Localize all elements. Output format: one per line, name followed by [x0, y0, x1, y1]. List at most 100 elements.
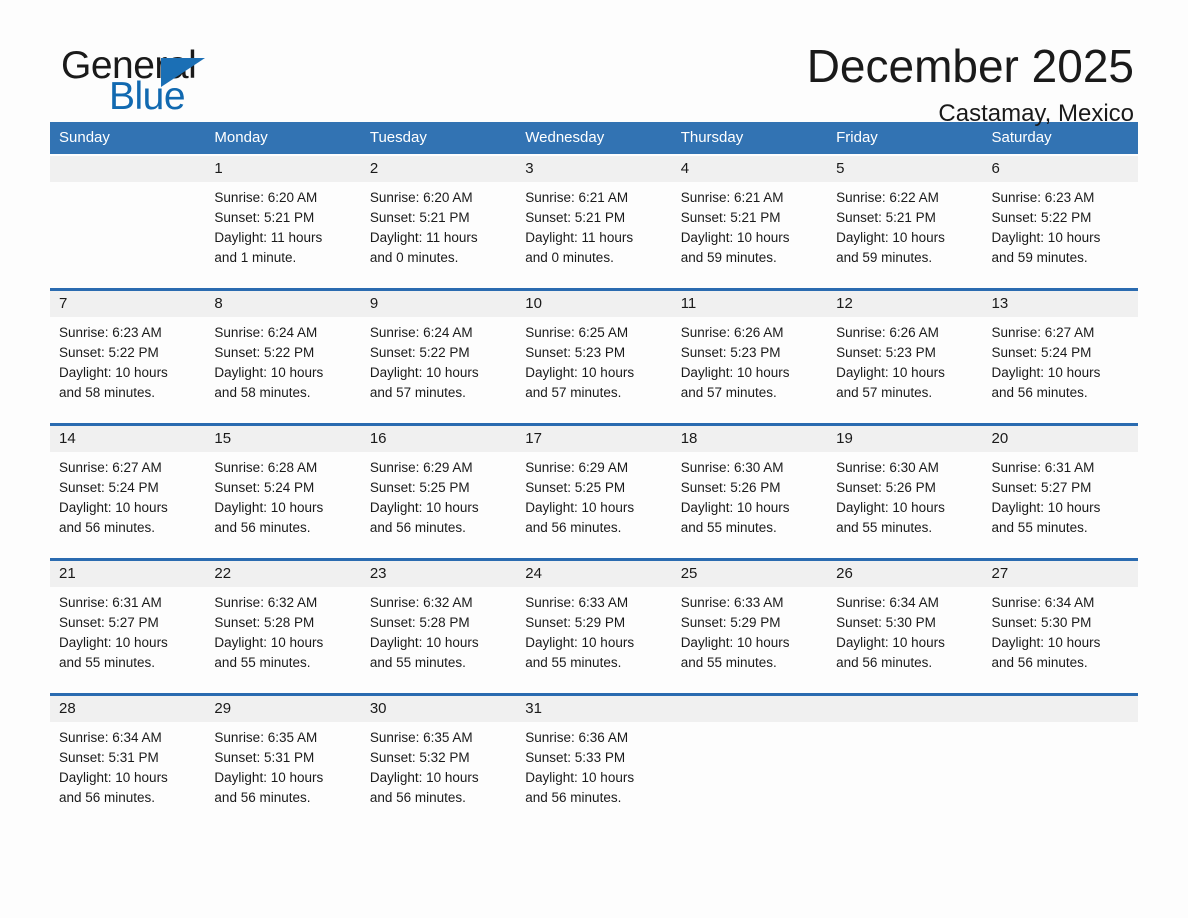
sunrise-text: Sunrise: 6:22 AM [836, 190, 939, 205]
date-band: 16 [360, 426, 517, 452]
sunset-text: Sunset: 5:21 PM [525, 210, 626, 225]
calendar-day-cell[interactable]: 20 Sunrise: 6:31 AM Sunset: 5:27 PM Dayligh… [982, 426, 1138, 548]
sunset-text: Sunset: 5:23 PM [680, 345, 781, 360]
calendar-day-cell[interactable]: 25 Sunrise: 6:33 AM Sunset: 5:29 PM Dayligh… [671, 561, 828, 683]
page-header: General Blue December 2025 Castamay, Mex… [50, 0, 1138, 127]
date-number: 25 [680, 565, 698, 582]
date-band [50, 156, 206, 182]
daylight-text-line1: Daylight: 10 hours [214, 365, 324, 380]
calendar-day-cell[interactable]: 17 Sunrise: 6:29 AM Sunset: 5:25 PM Dayligh… [516, 426, 672, 548]
daylight-text-line1: Daylight: 10 hours [525, 500, 635, 515]
daylight-text-line2: and 56 minutes. [991, 385, 1088, 400]
calendar-day-cell[interactable]: 28 Sunrise: 6:34 AM Sunset: 5:31 PM Dayligh… [50, 696, 206, 818]
daylight-text-line2: and 57 minutes. [836, 385, 933, 400]
weekday-header-friday: Friday [836, 129, 878, 146]
calendar-day-cell[interactable]: 30 Sunrise: 6:35 AM Sunset: 5:32 PM Dayligh… [360, 696, 517, 818]
date-number: 24 [525, 565, 542, 582]
sunset-text: Sunset: 5:28 PM [214, 615, 315, 630]
calendar-week-row: 7 Sunrise: 6:23 AM Sunset: 5:22 PM Daylight… [50, 288, 1138, 413]
sunset-text: Sunset: 5:31 PM [214, 750, 315, 765]
daylight-text-line1: Daylight: 10 hours [59, 500, 168, 515]
sunset-text: Sunset: 5:23 PM [525, 345, 626, 360]
calendar-day-cell[interactable]: 9 Sunrise: 6:24 AM Sunset: 5:22 PM Daylight… [360, 291, 517, 413]
date-band: 27 [982, 561, 1138, 587]
day-info: Sunrise: 6:34 AM Sunset: 5:31 PM Daylight:… [50, 722, 205, 808]
daylight-text-line2: and 55 minutes. [991, 520, 1088, 535]
day-info: Sunrise: 6:20 AM Sunset: 5:21 PM Daylight:… [205, 182, 360, 268]
calendar-day-cell[interactable]: 19 Sunrise: 6:30 AM Sunset: 5:26 PM Dayligh… [827, 426, 983, 548]
calendar-day-cell[interactable]: 16 Sunrise: 6:29 AM Sunset: 5:25 PM Dayligh… [360, 426, 517, 548]
daylight-text-line2: and 57 minutes. [525, 385, 622, 400]
calendar-day-cell[interactable]: 14 Sunrise: 6:27 AM Sunset: 5:24 PM Dayligh… [50, 426, 206, 548]
calendar-day-cell[interactable]: 23 Sunrise: 6:32 AM Sunset: 5:28 PM Dayligh… [360, 561, 517, 683]
daylight-text-line1: Daylight: 10 hours [214, 770, 324, 785]
calendar-day-cell[interactable]: 29 Sunrise: 6:35 AM Sunset: 5:31 PM Dayligh… [205, 696, 361, 818]
sunset-text: Sunset: 5:22 PM [369, 345, 470, 360]
calendar-day-cell[interactable]: 8 Sunrise: 6:24 AM Sunset: 5:22 PM Daylight… [205, 291, 361, 413]
calendar-day-cell[interactable]: 11 Sunrise: 6:26 AM Sunset: 5:23 PM Dayligh… [671, 291, 828, 413]
calendar-day-cell[interactable]: 13 Sunrise: 6:27 AM Sunset: 5:24 PM Dayligh… [982, 291, 1138, 413]
date-band: 2 [360, 156, 517, 182]
calendar-day-cell[interactable]: 24 Sunrise: 6:33 AM Sunset: 5:29 PM Dayligh… [516, 561, 672, 683]
sunset-text: Sunset: 5:33 PM [525, 750, 626, 765]
date-band [827, 696, 983, 722]
calendar-day-cell[interactable]: 27 Sunrise: 6:34 AM Sunset: 5:30 PM Dayligh… [982, 561, 1138, 683]
day-info: Sunrise: 6:32 AM Sunset: 5:28 PM Daylight:… [361, 587, 516, 673]
calendar-day-cell[interactable]: 4 Sunrise: 6:21 AM Sunset: 5:21 PM Daylight… [671, 156, 828, 278]
date-number: 3 [525, 160, 534, 177]
date-number: 16 [369, 430, 387, 447]
calendar-day-cell[interactable]: 26 Sunrise: 6:34 AM Sunset: 5:30 PM Dayligh… [827, 561, 983, 683]
date-band: 31 [516, 696, 672, 722]
daylight-text-line1: Daylight: 10 hours [836, 230, 945, 245]
calendar-day-cell[interactable]: 12 Sunrise: 6:26 AM Sunset: 5:23 PM Dayligh… [827, 291, 983, 413]
sunrise-text: Sunrise: 6:31 AM [59, 595, 162, 610]
daylight-text-line2: and 56 minutes. [525, 520, 622, 535]
calendar-day-cell[interactable]: 6 Sunrise: 6:23 AM Sunset: 5:22 PM Daylight… [982, 156, 1138, 278]
day-info: Sunrise: 6:33 AM Sunset: 5:29 PM Daylight:… [516, 587, 671, 673]
daylight-text-line1: Daylight: 10 hours [369, 500, 479, 515]
calendar-day-cell[interactable]: 31 Sunrise: 6:36 AM Sunset: 5:33 PM Dayligh… [516, 696, 672, 818]
sunset-text: Sunset: 5:25 PM [525, 480, 626, 495]
calendar-day-cell[interactable]: 5 Sunrise: 6:22 AM Sunset: 5:21 PM Daylight… [827, 156, 983, 278]
daylight-text-line1: Daylight: 10 hours [214, 500, 324, 515]
title-block: December 2025 Castamay, Mexico [807, 38, 1134, 130]
calendar-day-cell[interactable]: 10 Sunrise: 6:25 AM Sunset: 5:23 PM Dayligh… [516, 291, 672, 413]
sunset-text: Sunset: 5:30 PM [991, 615, 1092, 630]
calendar-day-cell-empty [50, 156, 206, 278]
sunrise-text: Sunrise: 6:26 AM [836, 325, 939, 340]
daylight-text-line1: Daylight: 10 hours [836, 635, 945, 650]
daylight-text-line1: Daylight: 10 hours [836, 365, 945, 380]
daylight-text-line1: Daylight: 10 hours [991, 230, 1101, 245]
sunrise-text: Sunrise: 6:21 AM [680, 190, 784, 205]
date-band: 23 [360, 561, 517, 587]
daylight-text-line1: Daylight: 10 hours [369, 770, 479, 785]
date-band: 14 [50, 426, 206, 452]
general-blue-logo[interactable]: General Blue [61, 44, 321, 120]
weekday-header-saturday: Saturday [991, 129, 1052, 146]
date-number: 9 [369, 295, 379, 312]
calendar-day-cell-empty [671, 696, 828, 818]
calendar-day-cell[interactable]: 7 Sunrise: 6:23 AM Sunset: 5:22 PM Daylight… [50, 291, 206, 413]
sunset-text: Sunset: 5:21 PM [369, 210, 470, 225]
date-number: 20 [991, 430, 1009, 447]
calendar-day-cell[interactable]: 2 Sunrise: 6:20 AM Sunset: 5:21 PM Daylight… [360, 156, 517, 278]
daylight-text-line1: Daylight: 10 hours [680, 365, 790, 380]
date-band: 20 [982, 426, 1138, 452]
date-band: 8 [205, 291, 361, 317]
calendar-day-cell[interactable]: 18 Sunrise: 6:30 AM Sunset: 5:26 PM Dayligh… [671, 426, 828, 548]
daylight-text-line1: Daylight: 10 hours [525, 770, 635, 785]
sunset-text: Sunset: 5:27 PM [991, 480, 1092, 495]
date-number: 28 [59, 700, 76, 717]
calendar-day-cell[interactable]: 3 Sunrise: 6:21 AM Sunset: 5:21 PM Daylight… [516, 156, 672, 278]
calendar-day-cell[interactable]: 21 Sunrise: 6:31 AM Sunset: 5:27 PM Dayligh… [50, 561, 206, 683]
calendar-day-cell[interactable]: 15 Sunrise: 6:28 AM Sunset: 5:24 PM Dayligh… [205, 426, 361, 548]
day-info: Sunrise: 6:30 AM Sunset: 5:26 PM Daylight:… [672, 452, 827, 538]
page-title: December 2025 [806, 40, 1134, 92]
calendar-day-cell[interactable]: 22 Sunrise: 6:32 AM Sunset: 5:28 PM Dayligh… [205, 561, 361, 683]
calendar-week-row: 14 Sunrise: 6:27 AM Sunset: 5:24 PM Dayligh… [50, 423, 1138, 548]
calendar-day-cell[interactable]: 1 Sunrise: 6:20 AM Sunset: 5:21 PM Daylight… [205, 156, 361, 278]
date-band: 25 [671, 561, 828, 587]
weekday-header-monday: Monday [214, 129, 268, 146]
day-info: Sunrise: 6:29 AM Sunset: 5:25 PM Daylight:… [361, 452, 516, 538]
day-info: Sunrise: 6:27 AM Sunset: 5:24 PM Daylight:… [50, 452, 205, 538]
